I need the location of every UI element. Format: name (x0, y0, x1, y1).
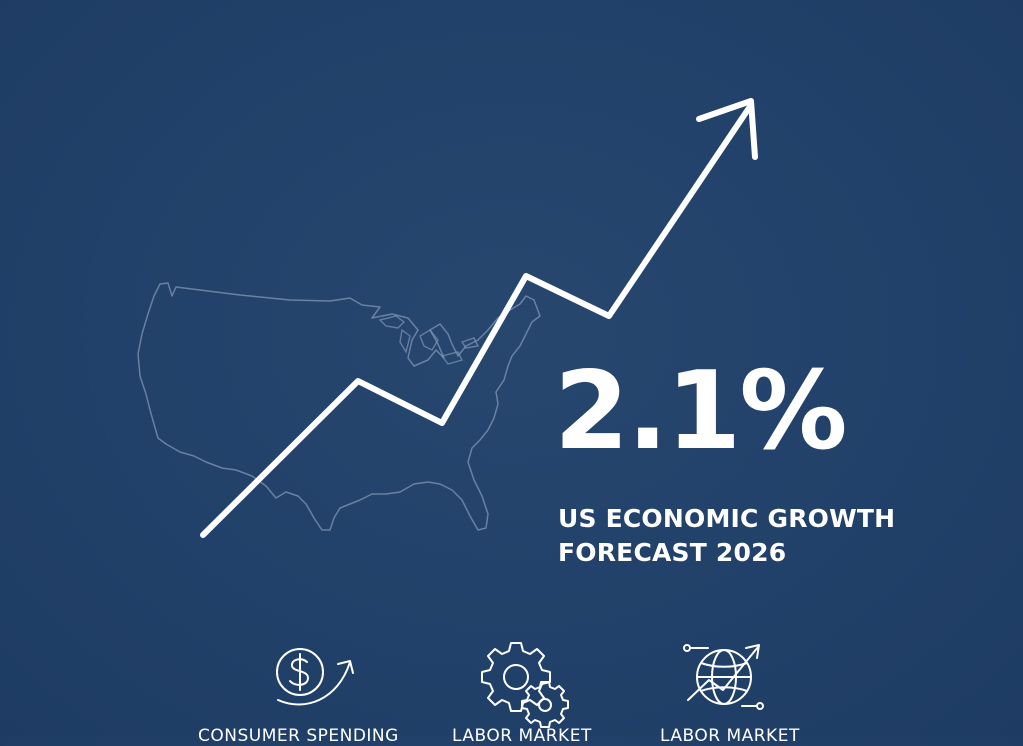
globe-trend-icon (683, 644, 764, 710)
growth-rate-value: 2.1% (554, 349, 848, 474)
dollar-circle-arrow-icon (276, 648, 354, 706)
gears-icon (481, 642, 569, 728)
category-label-labor-market: LABOR MARKET (452, 726, 592, 746)
growth-arrow-head (696, 98, 758, 160)
us-map-outline (137, 282, 541, 531)
caption-line-1: US ECONOMIC GROWTH (558, 504, 896, 533)
great-lakes-outline (378, 315, 480, 365)
forecast-caption: US ECONOMIC GROWTH FORECAST 2026 (558, 502, 895, 570)
growth-trend-line (200, 102, 754, 538)
caption-line-2: FORECAST 2026 (558, 538, 787, 567)
category-label-consumer-spending: CONSUMER SPENDING (198, 726, 399, 746)
category-label-labor-market-global: LABOR MARKET (660, 726, 800, 746)
